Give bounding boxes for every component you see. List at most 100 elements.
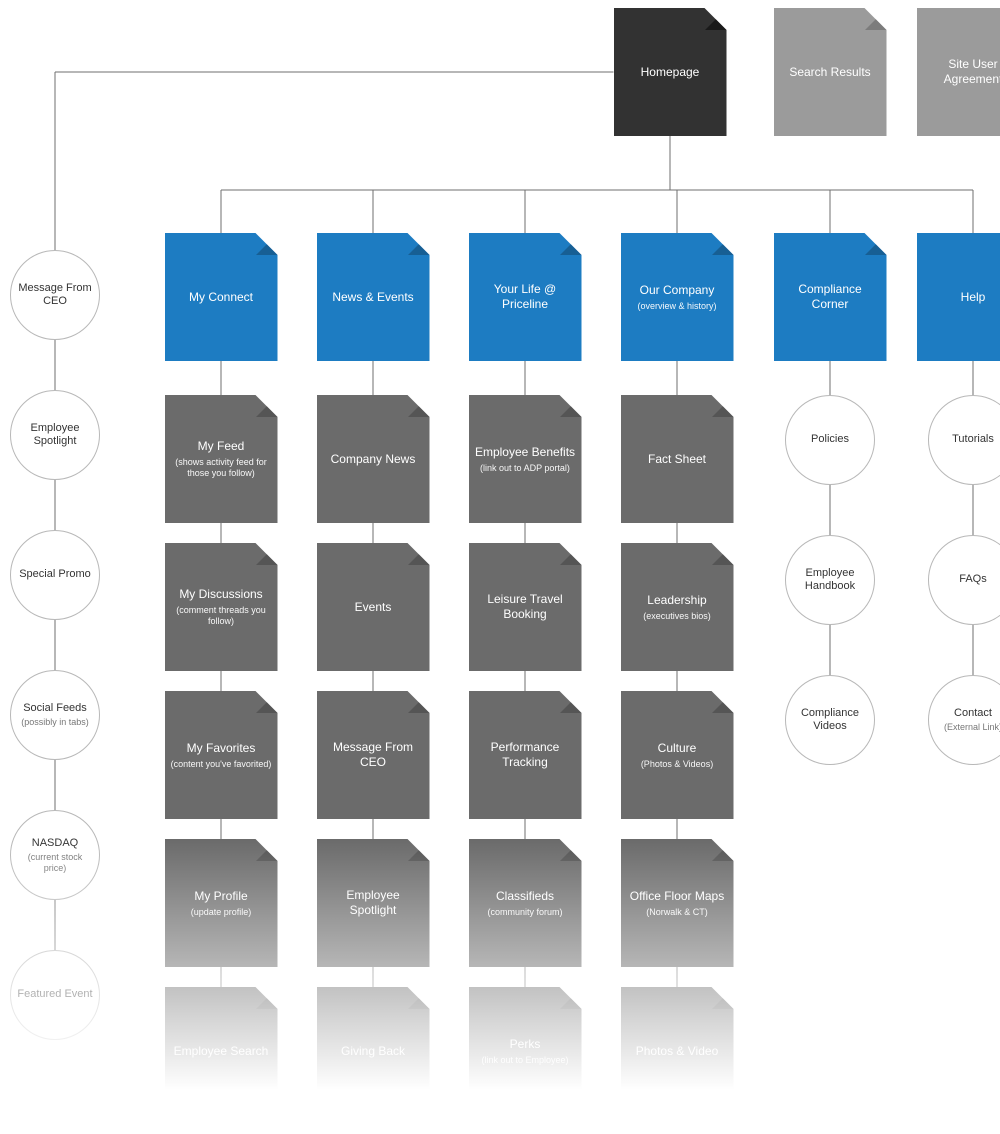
section-node-5: Help bbox=[917, 233, 1000, 361]
dogear-icon bbox=[408, 691, 430, 713]
section-node-1: News & Events bbox=[317, 233, 430, 361]
node-title: FAQs bbox=[959, 573, 987, 586]
column-circle-4-1: Employee Handbook bbox=[785, 535, 875, 625]
node-title: Help bbox=[961, 290, 986, 305]
dogear-icon bbox=[256, 395, 278, 417]
dogear-icon bbox=[712, 987, 734, 1009]
grid-node-1-4: Giving Back bbox=[317, 987, 430, 1115]
sidebar-circle-4: NASDAQ (current stock price) bbox=[10, 810, 100, 900]
sidebar-circle-1: Employee Spotlight bbox=[10, 390, 100, 480]
node-title: Employee Benefits bbox=[475, 445, 575, 460]
node-title: My Favorites bbox=[187, 741, 256, 756]
dogear-icon bbox=[256, 839, 278, 861]
grid-node-1-3: Employee Spotlight bbox=[317, 839, 430, 967]
node-subtitle: (possibly in tabs) bbox=[21, 717, 89, 728]
sidebar-circle-0: Message From CEO bbox=[10, 250, 100, 340]
node-title: Contact bbox=[954, 707, 992, 720]
dogear-icon bbox=[560, 233, 582, 255]
dogear-icon bbox=[256, 233, 278, 255]
section-node-0: My Connect bbox=[165, 233, 278, 361]
node-title: Employee Handbook bbox=[792, 567, 868, 593]
column-circle-4-0: Policies bbox=[785, 395, 875, 485]
node-title: News & Events bbox=[332, 290, 413, 305]
section-node-3: Our Company(overview & history) bbox=[621, 233, 734, 361]
column-circle-5-0: Tutorials bbox=[928, 395, 1000, 485]
node-title: Performance Tracking bbox=[475, 740, 576, 770]
node-title: Message From CEO bbox=[323, 740, 424, 770]
dogear-icon bbox=[712, 395, 734, 417]
node-title: Classifieds bbox=[496, 889, 554, 904]
node-title: Social Feeds bbox=[23, 702, 87, 715]
node-title: Events bbox=[355, 600, 392, 615]
node-title: Homepage bbox=[641, 65, 700, 80]
dogear-icon bbox=[408, 233, 430, 255]
dogear-icon bbox=[408, 395, 430, 417]
node-subtitle: (Norwalk & CT) bbox=[646, 907, 708, 918]
grid-node-3-4: Photos & Video bbox=[621, 987, 734, 1115]
dogear-icon bbox=[408, 839, 430, 861]
node-title: My Profile bbox=[194, 889, 247, 904]
dogear-icon bbox=[408, 543, 430, 565]
node-title: Message From CEO bbox=[17, 282, 93, 308]
grid-node-2-1: Leisure Travel Booking bbox=[469, 543, 582, 671]
grid-node-1-1: Events bbox=[317, 543, 430, 671]
grid-node-2-4: Perks(link out to Employee) bbox=[469, 987, 582, 1115]
dogear-icon bbox=[560, 839, 582, 861]
grid-node-0-3: My Profile (update profile) bbox=[165, 839, 278, 967]
grid-node-3-2: Culture(Photos & Videos) bbox=[621, 691, 734, 819]
node-title: Fact Sheet bbox=[648, 452, 706, 467]
dogear-icon bbox=[560, 543, 582, 565]
dogear-icon bbox=[712, 691, 734, 713]
node-title: Company News bbox=[331, 452, 416, 467]
node-title: My Feed bbox=[198, 439, 245, 454]
node-title: Our Company bbox=[640, 283, 715, 298]
grid-node-3-1: Leadership(executives bios) bbox=[621, 543, 734, 671]
node-subtitle: (current stock price) bbox=[17, 852, 93, 874]
node-title: Office Floor Maps bbox=[630, 889, 724, 904]
sidebar-circle-2: Special Promo bbox=[10, 530, 100, 620]
node-title: Policies bbox=[811, 433, 849, 446]
node-title: Special Promo bbox=[19, 568, 91, 581]
node-title: Tutorials bbox=[952, 433, 994, 446]
grid-node-1-2: Message From CEO bbox=[317, 691, 430, 819]
section-node-2: Your Life @ Priceline bbox=[469, 233, 582, 361]
dogear-icon bbox=[712, 543, 734, 565]
node-title: My Discussions bbox=[179, 587, 262, 602]
dogear-icon bbox=[865, 8, 887, 30]
node-title: Compliance Videos bbox=[792, 707, 868, 733]
node-subtitle: (community forum) bbox=[487, 907, 562, 918]
node-subtitle: (shows activity feed for those you follo… bbox=[171, 457, 272, 479]
dogear-icon bbox=[705, 8, 727, 30]
grid-node-0-1: My Discussions (comment threads you follo… bbox=[165, 543, 278, 671]
grid-node-3-0: Fact Sheet bbox=[621, 395, 734, 523]
node-subtitle: (content you've favorited) bbox=[171, 759, 272, 770]
dogear-icon bbox=[560, 395, 582, 417]
grid-node-2-0: Employee Benefits(link out to ADP portal… bbox=[469, 395, 582, 523]
node-title: NASDAQ bbox=[32, 837, 78, 850]
sidebar-circle-3: Social Feeds (possibly in tabs) bbox=[10, 670, 100, 760]
node-title: Employee Search bbox=[174, 1044, 269, 1059]
dogear-icon bbox=[256, 543, 278, 565]
dogear-icon bbox=[560, 987, 582, 1009]
grid-node-1-0: Company News bbox=[317, 395, 430, 523]
dogear-icon bbox=[865, 233, 887, 255]
node-subtitle: (update profile) bbox=[191, 907, 252, 918]
grid-node-0-4: Employee Search bbox=[165, 987, 278, 1115]
node-title: Giving Back bbox=[341, 1044, 405, 1059]
node-subtitle: (comment threads you follow) bbox=[171, 605, 272, 627]
node-title: Site User Agreement bbox=[923, 57, 1000, 87]
dogear-icon bbox=[560, 691, 582, 713]
node-title: Your Life @ Priceline bbox=[475, 282, 576, 312]
node-title: Employee Spotlight bbox=[17, 422, 93, 448]
grid-node-0-2: My Favorites (content you've favorited) bbox=[165, 691, 278, 819]
dogear-icon bbox=[256, 987, 278, 1009]
dogear-icon bbox=[256, 691, 278, 713]
node-title: Employee Spotlight bbox=[323, 888, 424, 918]
grid-node-2-3: Classifieds (community forum) bbox=[469, 839, 582, 967]
site-user-agreement-node: Site User Agreement bbox=[917, 8, 1000, 136]
node-title: My Connect bbox=[189, 290, 253, 305]
grid-node-2-2: Performance Tracking bbox=[469, 691, 582, 819]
node-title: Leisure Travel Booking bbox=[475, 592, 576, 622]
column-circle-5-2: Contact(External Link) bbox=[928, 675, 1000, 765]
node-title: Perks bbox=[510, 1037, 541, 1052]
